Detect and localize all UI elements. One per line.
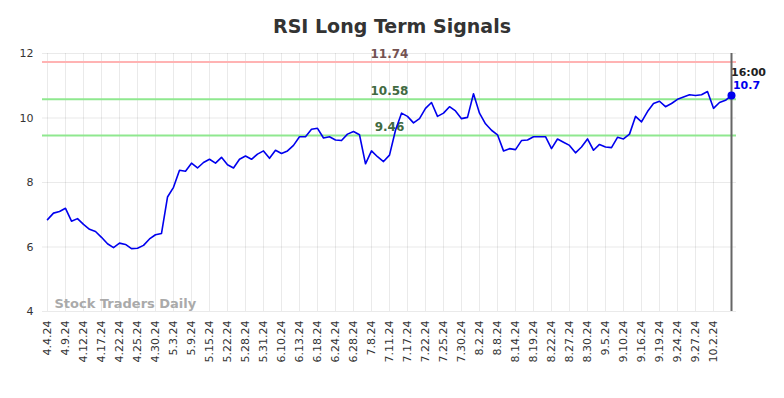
- svg-text:5.15.24: 5.15.24: [203, 321, 216, 363]
- svg-text:5.22.24: 5.22.24: [221, 321, 234, 363]
- svg-text:8.2.24: 8.2.24: [473, 321, 486, 356]
- svg-text:5.9.24: 5.9.24: [185, 321, 198, 356]
- svg-text:12: 12: [20, 47, 34, 60]
- svg-text:8.22.24: 8.22.24: [545, 321, 558, 363]
- svg-text:5.28.24: 5.28.24: [239, 321, 252, 363]
- svg-text:7.30.24: 7.30.24: [455, 321, 468, 363]
- svg-text:9.46: 9.46: [375, 120, 405, 134]
- svg-text:6.24.24: 6.24.24: [329, 321, 342, 363]
- svg-text:7.8.24: 7.8.24: [365, 321, 378, 356]
- svg-text:9.16.24: 9.16.24: [635, 321, 648, 363]
- svg-text:7.17.24: 7.17.24: [401, 321, 414, 363]
- svg-text:5.31.24: 5.31.24: [257, 321, 270, 363]
- svg-text:4.22.24: 4.22.24: [113, 321, 126, 363]
- svg-text:11.74: 11.74: [371, 47, 409, 61]
- svg-text:10.58: 10.58: [371, 84, 409, 98]
- svg-text:9.24.24: 9.24.24: [671, 321, 684, 363]
- svg-text:7.25.24: 7.25.24: [437, 321, 450, 363]
- svg-text:4.4.24: 4.4.24: [41, 321, 54, 356]
- svg-text:6: 6: [27, 241, 34, 254]
- svg-text:4.12.24: 4.12.24: [77, 321, 90, 363]
- svg-text:6.10.24: 6.10.24: [275, 321, 288, 363]
- svg-text:8.19.24: 8.19.24: [527, 321, 540, 363]
- svg-text:6.13.24: 6.13.24: [293, 321, 306, 363]
- svg-text:Stock Traders Daily: Stock Traders Daily: [55, 296, 197, 311]
- svg-text:6.18.24: 6.18.24: [311, 321, 324, 363]
- svg-text:6.28.24: 6.28.24: [347, 321, 360, 363]
- svg-text:10.7: 10.7: [733, 79, 760, 92]
- svg-text:16:00: 16:00: [731, 66, 766, 79]
- svg-text:7.11.24: 7.11.24: [383, 321, 396, 363]
- html-text:RSI Long Term Signals: RSI Long Term Signals: [273, 15, 511, 37]
- svg-text:9.5.24: 9.5.24: [599, 321, 612, 356]
- svg-text:8.30.24: 8.30.24: [581, 321, 594, 363]
- svg-text:8.27.24: 8.27.24: [563, 321, 576, 363]
- svg-text:4.30.24: 4.30.24: [149, 321, 162, 363]
- svg-text:4.25.24: 4.25.24: [131, 321, 144, 363]
- svg-text:8: 8: [27, 176, 34, 189]
- svg-text:8.8.24: 8.8.24: [491, 321, 504, 356]
- svg-text:5.3.24: 5.3.24: [167, 321, 180, 356]
- svg-text:7.22.24: 7.22.24: [419, 321, 432, 363]
- svg-text:9.19.24: 9.19.24: [653, 321, 666, 363]
- svg-text:4: 4: [27, 305, 34, 318]
- svg-text:4.9.24: 4.9.24: [59, 321, 72, 356]
- svg-text:10.2.24: 10.2.24: [707, 321, 720, 363]
- svg-text:4.17.24: 4.17.24: [95, 321, 108, 363]
- svg-text:9.27.24: 9.27.24: [689, 321, 702, 363]
- svg-text:10: 10: [20, 112, 34, 125]
- svg-text:8.14.24: 8.14.24: [509, 321, 522, 363]
- svg-text:9.10.24: 9.10.24: [617, 321, 630, 363]
